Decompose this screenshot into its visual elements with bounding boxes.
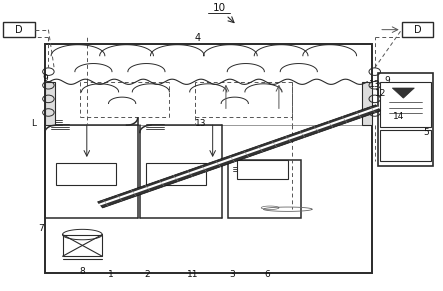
Text: 10: 10	[213, 3, 226, 13]
Text: 1: 1	[109, 270, 114, 279]
Bar	[3, 22, 35, 37]
Text: 14: 14	[393, 112, 404, 121]
Text: 13: 13	[195, 119, 206, 128]
Bar	[378, 73, 433, 166]
Text: 9: 9	[43, 74, 48, 84]
Bar	[45, 82, 54, 125]
Text: 12: 12	[375, 89, 387, 98]
Text: 9: 9	[384, 76, 390, 85]
Text: L: L	[31, 119, 36, 128]
Bar	[147, 163, 206, 184]
Polygon shape	[392, 88, 414, 98]
Text: 5: 5	[424, 128, 429, 137]
Text: 7: 7	[38, 223, 44, 233]
Text: 6: 6	[265, 270, 271, 279]
Text: 11: 11	[187, 270, 198, 279]
Text: D: D	[414, 25, 421, 35]
Bar	[362, 82, 372, 125]
Bar	[56, 163, 116, 184]
Bar	[62, 235, 102, 256]
Bar	[237, 160, 288, 179]
Bar	[228, 160, 301, 218]
Polygon shape	[97, 105, 381, 208]
Bar	[402, 22, 433, 37]
Text: D: D	[15, 25, 23, 35]
Text: 4: 4	[195, 33, 201, 43]
Bar	[45, 44, 372, 273]
Bar	[381, 129, 431, 162]
Bar	[381, 82, 431, 127]
Text: 3: 3	[229, 270, 235, 279]
Text: 13: 13	[369, 80, 381, 89]
Text: 2: 2	[145, 270, 150, 279]
Text: 8: 8	[79, 267, 85, 276]
